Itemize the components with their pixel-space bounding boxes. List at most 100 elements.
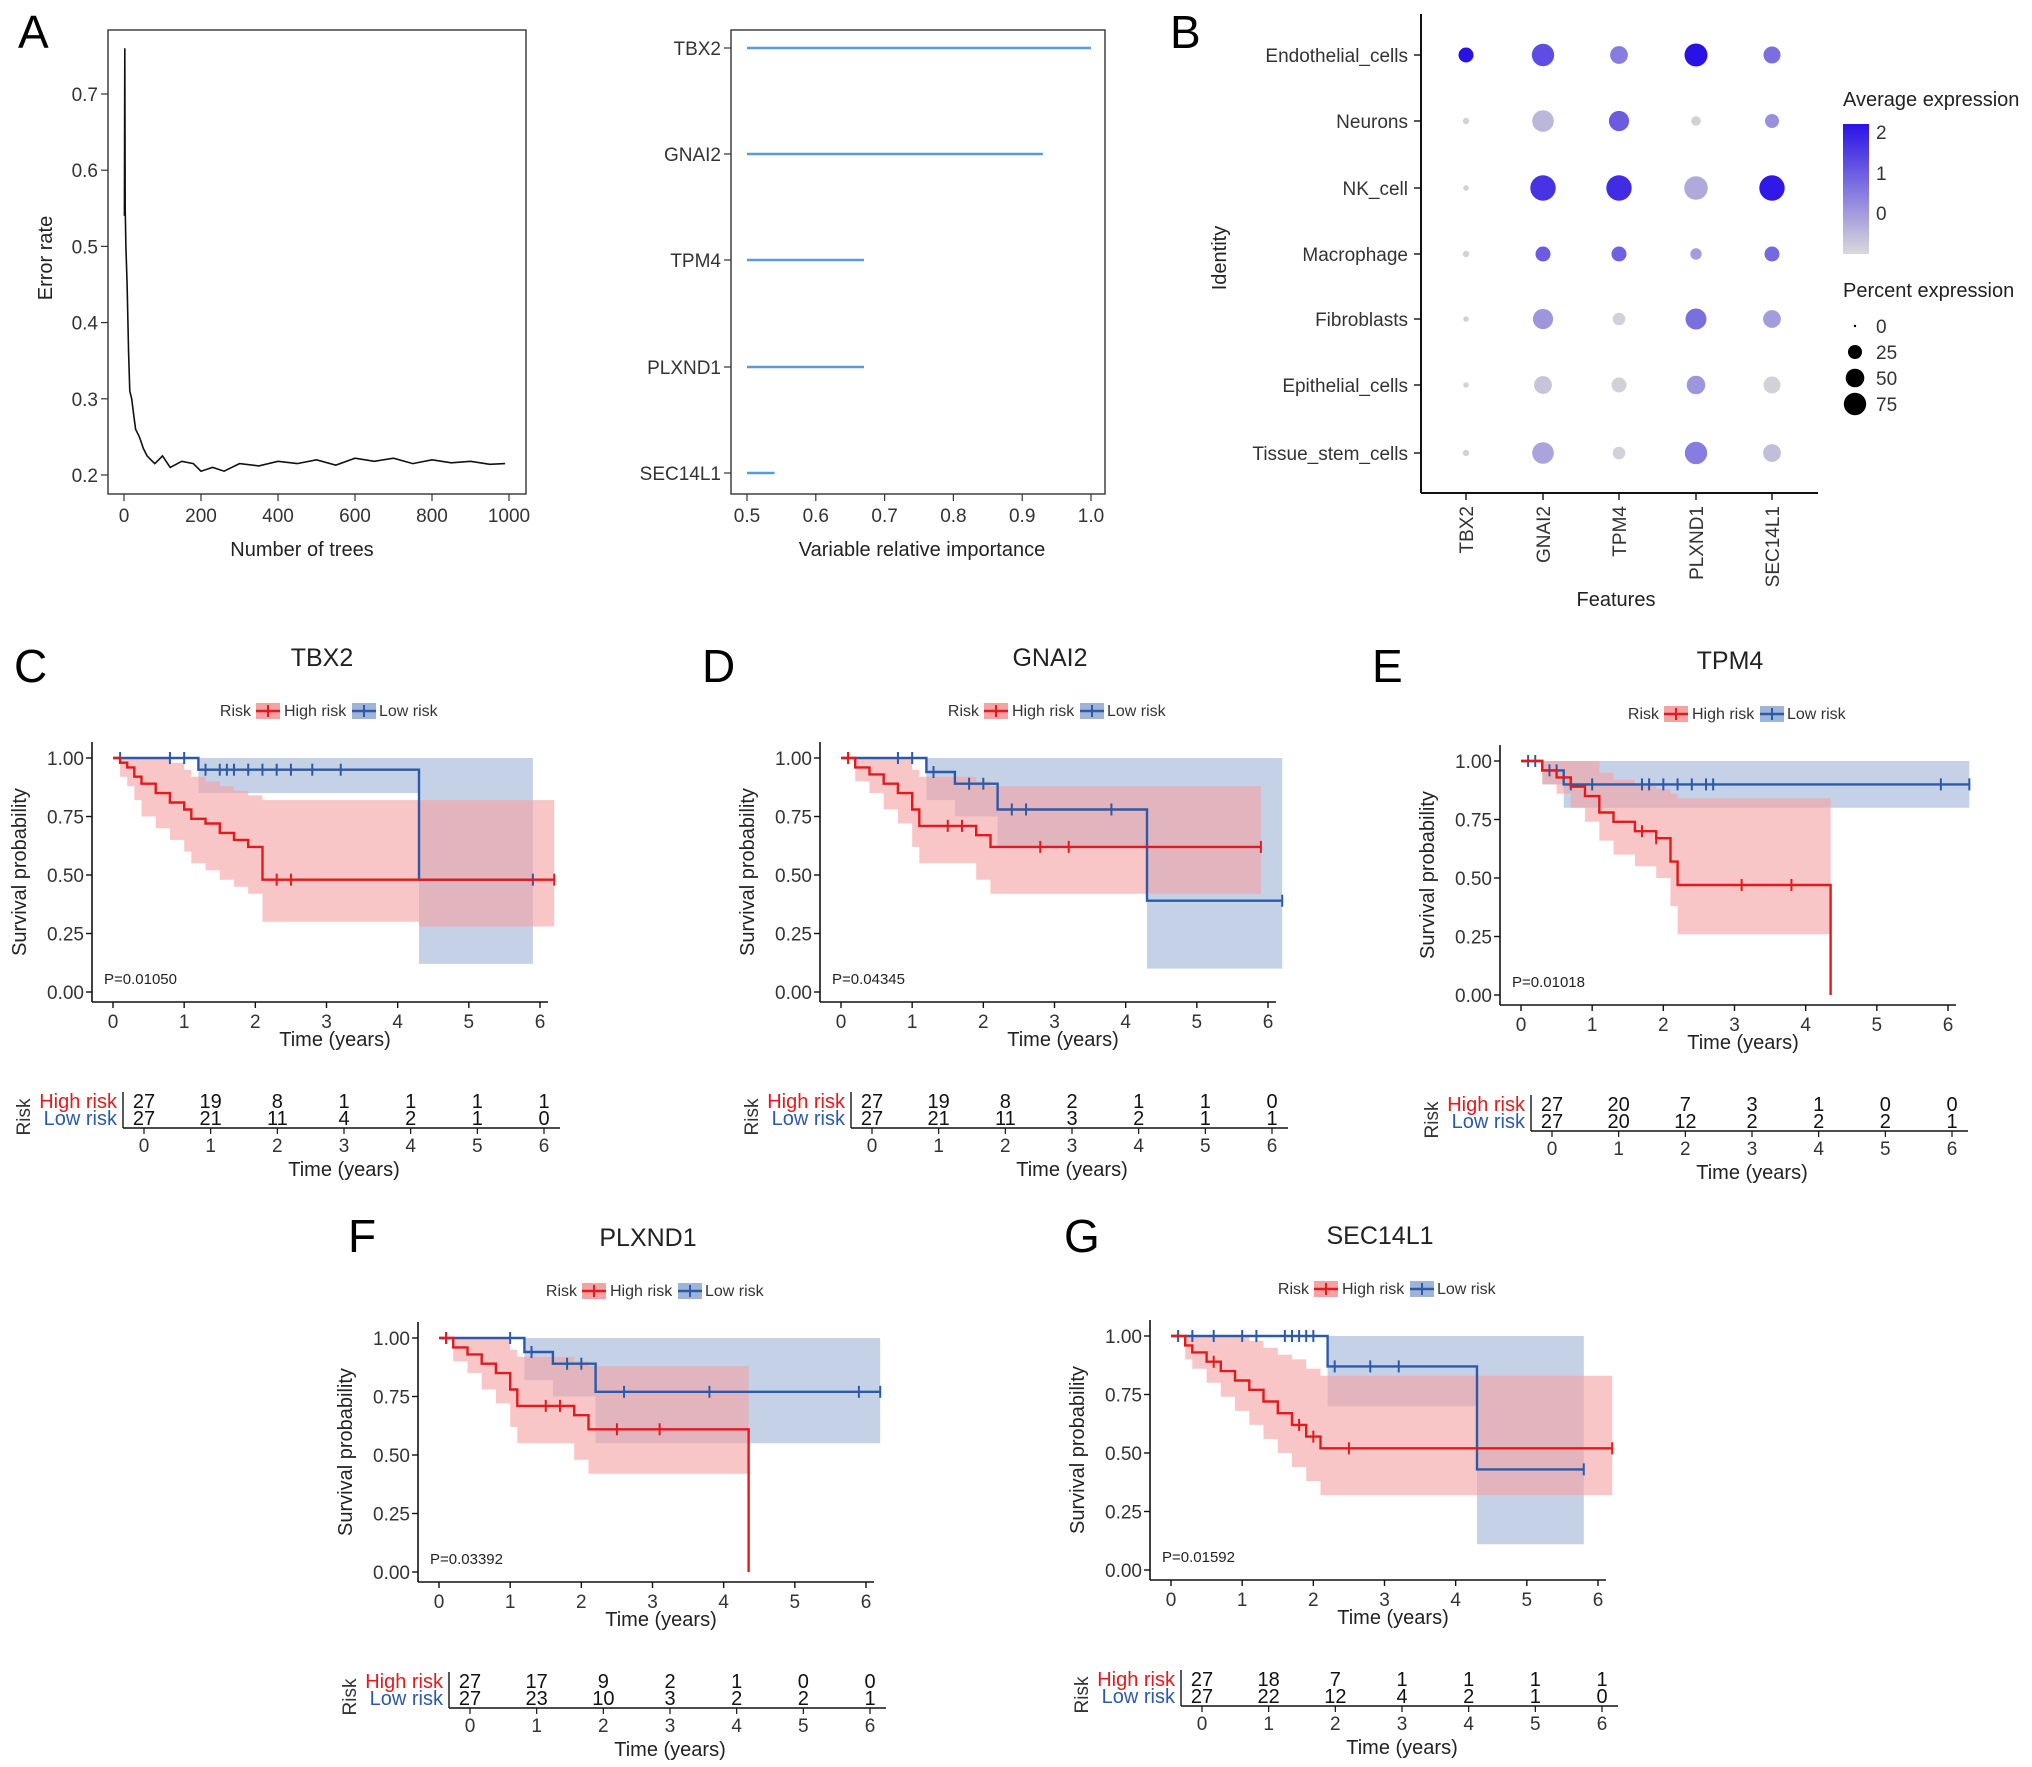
p-value: P=0.01592 <box>1162 1549 1235 1566</box>
risk-x-tick-label: 6 <box>865 1716 876 1737</box>
risk-low-count: 21 <box>200 1108 222 1130</box>
x-axis-label: Time (years) <box>605 1609 716 1631</box>
x-tick-label: 1000 <box>488 506 530 527</box>
dot-Tissue_stem_cells-PLXND1 <box>1684 441 1708 465</box>
identity-label-Endothelial_cells: Endothelial_cells <box>1265 46 1408 67</box>
x-axis-label: Time (years) <box>1007 1029 1118 1051</box>
risk-low-count: 0 <box>1596 1686 1607 1708</box>
x-tick-label: 4 <box>1120 1012 1131 1033</box>
dot-Fibroblasts-SEC14L1 <box>1763 310 1781 328</box>
risk-low-count: 1 <box>1946 1111 1957 1133</box>
risk-low-count: 23 <box>526 1688 548 1710</box>
x-tick-label: 1 <box>1237 1590 1248 1611</box>
category-label-TBX2: TBX2 <box>673 39 721 60</box>
risk-high-count: 1 <box>472 1091 483 1113</box>
p-value: P=0.03392 <box>430 1551 503 1568</box>
risk-low-count: 1 <box>1530 1686 1541 1708</box>
dot-NK_cell-TPM4 <box>1606 175 1632 201</box>
x-tick-label: 600 <box>339 506 371 527</box>
x-axis-label: Features <box>1577 589 1656 611</box>
risk-axis-label: Risk <box>340 1678 361 1715</box>
risk-high-count: 1 <box>1133 1091 1144 1113</box>
pct-tick-label: 50 <box>1876 369 1897 390</box>
risk-low-count: 21 <box>928 1108 950 1130</box>
dot-Fibroblasts-TPM4 <box>1612 312 1626 326</box>
high-risk-ci <box>1171 1336 1613 1496</box>
dot-Fibroblasts-GNAI2 <box>1532 308 1554 330</box>
high-risk-curve <box>439 1336 750 1572</box>
x-tick-label: 4 <box>1800 1015 1811 1036</box>
x-tick-label: 6 <box>1593 1590 1604 1611</box>
x-tick-label: 6 <box>861 1592 872 1613</box>
y-tick-label: 0.00 <box>1105 1561 1142 1582</box>
risk-x-tick-label: 1 <box>1263 1714 1274 1735</box>
dot-Epithelial_cells-GNAI2 <box>1534 376 1552 394</box>
risk-low-count: 11 <box>267 1108 288 1130</box>
pct-tick-label: 0 <box>1876 317 1887 338</box>
feature-label-GNAI2: GNAI2 <box>1534 506 1555 563</box>
risk-low-count: 0 <box>538 1108 549 1130</box>
category-label-GNAI2: GNAI2 <box>664 145 721 166</box>
risk-x-tick-label: 4 <box>1133 1136 1144 1157</box>
risk-x-tick-label: 3 <box>665 1716 676 1737</box>
risk-low-count: 1 <box>472 1108 483 1130</box>
y-axis-label: Survival probability <box>9 788 31 956</box>
y-tick-label: 1.00 <box>775 749 812 770</box>
risk-high-count: 27 <box>1541 1094 1563 1116</box>
risk-x-tick-label: 2 <box>272 1136 283 1157</box>
dot-Neurons-SEC14L1 <box>1765 114 1779 128</box>
x-tick-label: 4 <box>392 1012 403 1033</box>
x-tick-label: 1 <box>505 1592 516 1613</box>
risk-low-count: 4 <box>338 1108 349 1130</box>
panel-letter-G: G <box>1064 1210 1100 1262</box>
y-axis-label: Survival probability <box>1067 1366 1089 1534</box>
risk-x-tick-label: 4 <box>1813 1139 1824 1160</box>
legend-high-label: High risk <box>1012 703 1075 720</box>
legend-high-label: High risk <box>1342 1281 1405 1298</box>
risk-low-count: 3 <box>664 1688 675 1710</box>
dot-NK_cell-GNAI2 <box>1530 175 1556 201</box>
risk-x-tick-label: 4 <box>731 1716 742 1737</box>
x-tick-label: 3 <box>1379 1590 1390 1611</box>
risk-high-count: 27 <box>861 1091 883 1113</box>
risk-x-tick-label: 3 <box>1397 1714 1408 1735</box>
panel-letter-B: B <box>1170 6 1201 58</box>
risk-x-tick-label: 0 <box>465 1716 476 1737</box>
km-title: PLXND1 <box>599 1224 696 1252</box>
x-tick-label: 400 <box>262 506 294 527</box>
avg-tick-label: 1 <box>1876 164 1887 185</box>
risk-high-count: 1 <box>731 1671 742 1693</box>
legend-avg-title: Average expression <box>1843 89 2019 111</box>
y-axis-label: Survival probability <box>1417 791 1439 959</box>
risk-high-count: 27 <box>459 1671 481 1693</box>
risk-low-count: 27 <box>1541 1111 1563 1133</box>
risk-high-count: 27 <box>133 1091 155 1113</box>
y-tick-label: 0.50 <box>775 866 812 887</box>
x-tick-label: 6 <box>1263 1012 1274 1033</box>
dot-Neurons-TPM4 <box>1608 110 1630 132</box>
risk-low-count: 2 <box>405 1108 416 1130</box>
x-tick-label: 0 <box>1166 1590 1177 1611</box>
risk-x-tick-label: 1 <box>531 1716 542 1737</box>
y-tick-label: 0.6 <box>72 161 98 182</box>
risk-x-tick-label: 6 <box>1947 1139 1958 1160</box>
panel-letter-D: D <box>702 640 735 692</box>
risk-x-tick-label: 3 <box>339 1136 350 1157</box>
risk-low-label: Low risk <box>44 1108 118 1130</box>
dot-Endothelial_cells-SEC14L1 <box>1763 46 1781 64</box>
risk-high-label: High risk <box>39 1091 118 1113</box>
x-tick-label: 0 <box>1516 1015 1527 1036</box>
panel-letter-E: E <box>1372 640 1403 692</box>
pct-legend-dot <box>1853 324 1857 328</box>
avg-tick-label: 2 <box>1876 123 1887 144</box>
p-value: P=0.01018 <box>1512 974 1585 991</box>
legend-low-label: Low risk <box>379 703 439 720</box>
risk-high-count: 1 <box>1463 1669 1474 1691</box>
risk-high-count: 17 <box>526 1671 548 1693</box>
pct-legend-dot <box>1843 392 1867 416</box>
